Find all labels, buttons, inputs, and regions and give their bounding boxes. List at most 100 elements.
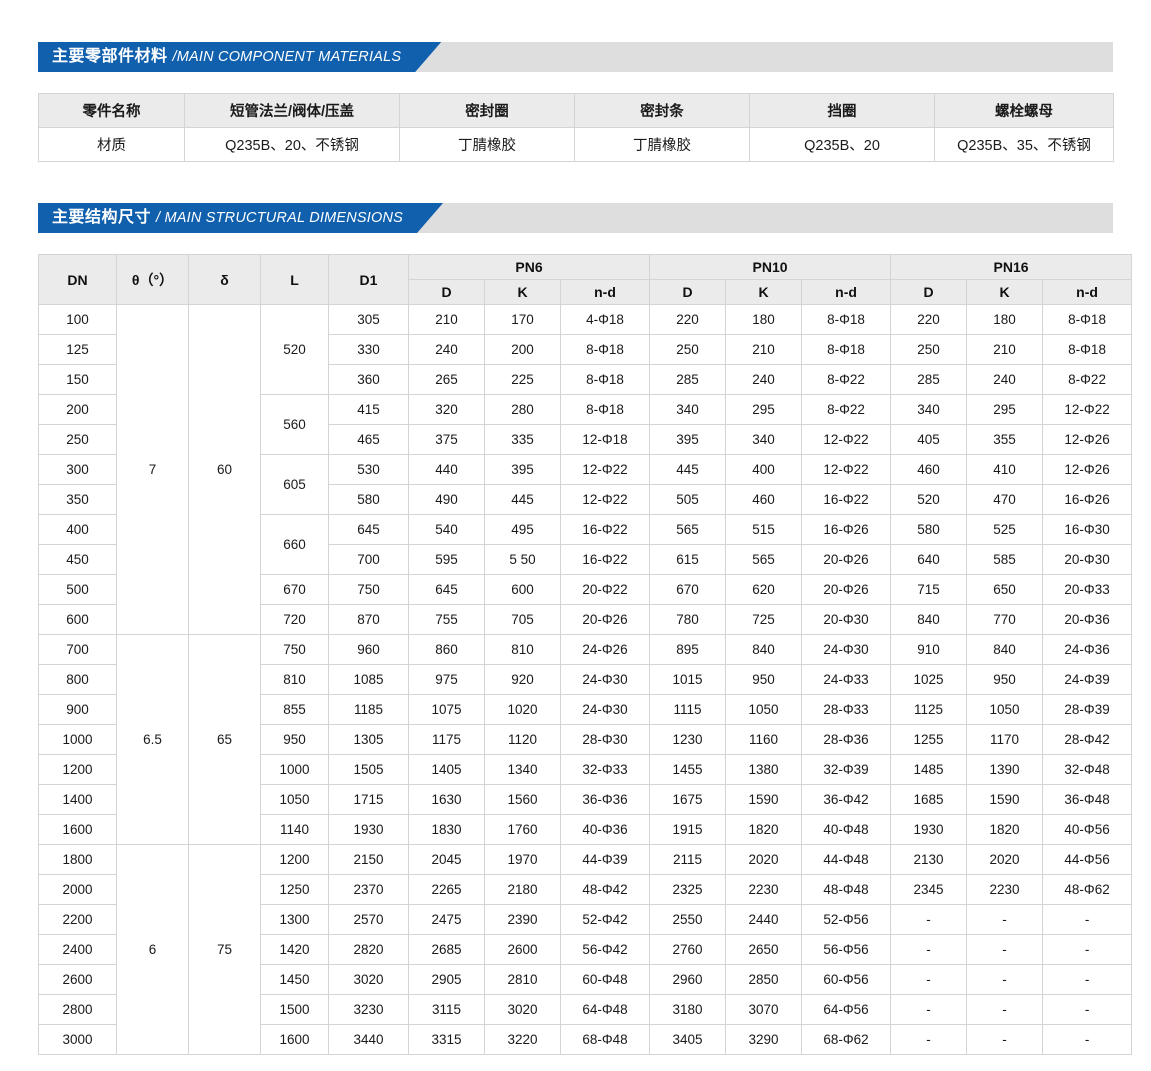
cell-pn10-nd: 24-Φ33: [801, 664, 892, 695]
cell-pn10-nd: 40-Φ48: [801, 814, 892, 845]
cell-pn16-nd: 12-Φ26: [1042, 424, 1133, 455]
col-header-dn: DN: [38, 254, 117, 305]
cell-theta: 6: [116, 844, 189, 1055]
cell-dn: 2600: [38, 964, 117, 995]
cell-pn10-d: 285: [649, 364, 727, 395]
cell-pn10-d: 395: [649, 424, 727, 455]
cell-d1: 330: [328, 334, 409, 365]
dimensions-table-body: 100 7 60 520 305 210 170 4-Φ18 220 180 8-Φ18 220 180…: [38, 304, 1133, 1055]
cell-dn: 500: [38, 574, 117, 605]
cell-pn10-k: 565: [725, 544, 803, 575]
cell-pn10-nd: 12-Φ22: [801, 424, 892, 455]
cell-pn10-d: 1230: [649, 724, 727, 755]
cell-pn10-d: 615: [649, 544, 727, 575]
dimensions-table-row: 400 660 645 540 495 16-Φ22 565 515 16-Φ26 580 525 1…: [38, 514, 1133, 575]
cell-pn6-nd: 16-Φ22: [559, 514, 651, 545]
cell-pn6-d: 240: [408, 334, 485, 365]
cell-pn16-k: 650: [966, 574, 1044, 605]
cell-pn16-k: -: [966, 934, 1044, 965]
cell-pn6-d: 2475: [408, 904, 485, 935]
dimensions-table-row: 2000 1250 2370 2265 2180 48-Φ42 2325 2230 48-Φ48…: [38, 874, 1133, 905]
cell-dn: 2200: [38, 904, 117, 935]
cell-d1: 3440: [328, 1024, 409, 1055]
cell-d1: 360: [328, 364, 409, 395]
cell-pn10-k: 2440: [725, 904, 803, 935]
cell-pn6-nd: 44-Φ39: [559, 844, 651, 875]
cell-pn6-d: 265: [408, 364, 485, 395]
dimensions-table-row: 1200 1000 1505 1405 1340 32-Φ33 1455 1380 32-Φ39…: [38, 754, 1133, 785]
cell-pn6-nd: 52-Φ42: [559, 904, 651, 935]
cell-pn16-nd: 16-Φ30: [1042, 514, 1133, 545]
cell-pn6-k: 335: [484, 424, 561, 455]
cell-pn6-k: 200: [484, 334, 561, 365]
cell-l: 1140: [260, 814, 329, 845]
dimensions-header-row-sub: D K n-d D K n-d D K n-d: [39, 279, 1133, 305]
cell-pn16-k: 1170: [966, 724, 1044, 755]
cell-pn6-k: 1020: [484, 694, 561, 725]
cell-l: 1300: [260, 904, 329, 935]
cell-pn10-nd: 20-Φ26: [801, 544, 892, 575]
cell-d1: 2820: [328, 934, 409, 965]
cell-pn6-d: 645: [408, 574, 485, 605]
col-header-pn10: PN10: [649, 254, 892, 280]
cell-pn16-d: 2345: [890, 874, 968, 905]
cell-l: 1000: [260, 754, 329, 785]
cell-pn16-d: 910: [890, 634, 968, 665]
cell-l: 1450: [260, 964, 329, 995]
cell-pn6-nd: 64-Φ48: [559, 994, 651, 1025]
cell-pn10-d: 2760: [649, 934, 727, 965]
cell-pn16-nd: 28-Φ39: [1042, 694, 1133, 725]
cell-pn16-k: 1590: [966, 784, 1044, 815]
cell-pn6-nd: 28-Φ30: [559, 724, 651, 755]
cell-delta: 60: [188, 304, 261, 635]
cell-pn10-k: 340: [725, 424, 803, 455]
cell-pn6-d: 975: [408, 664, 485, 695]
cell-pn6-d: 440: [408, 454, 485, 485]
cell-pn6-d: 540: [408, 514, 485, 545]
cell-pn10-k: 2850: [725, 964, 803, 995]
cell-pn10-d: 1015: [649, 664, 727, 695]
cell-pn6-nd: 60-Φ48: [559, 964, 651, 995]
cell-pn6-nd: 20-Φ22: [559, 574, 651, 605]
dimensions-table-row: 100 7 60 520 305 210 170 4-Φ18 220 180 8-Φ18 220 180…: [38, 304, 1133, 635]
materials-header-cell: 密封条: [574, 93, 750, 128]
cell-pn10-d: 1915: [649, 814, 727, 845]
cell-pn16-nd: 24-Φ36: [1042, 634, 1133, 665]
cell-pn6-nd: 68-Φ48: [559, 1024, 651, 1055]
cell-pn6-k: 3020: [484, 994, 561, 1025]
cell-pn10-nd: 56-Φ56: [801, 934, 892, 965]
cell-pn16-k: -: [966, 964, 1044, 995]
cell-pn10-d: 2960: [649, 964, 727, 995]
materials-header-cell: 挡圈: [749, 93, 935, 128]
col-header-pn10-nd: n-d: [801, 279, 892, 305]
dimensions-table-row: 900 855 1185 1075 1020 24-Φ30 1115 1050 28-Φ33 11…: [38, 694, 1133, 725]
cell-dn: 1200: [38, 754, 117, 785]
cell-pn6-d: 490: [408, 484, 485, 515]
cell-pn10-k: 1590: [725, 784, 803, 815]
cell-l: 520: [260, 304, 329, 395]
cell-pn10-nd: 8-Φ22: [801, 394, 892, 425]
cell-d1: 870: [328, 604, 409, 635]
cell-pn6-nd: 12-Φ22: [559, 484, 651, 515]
cell-dn: 200: [38, 394, 117, 425]
cell-pn16-d: 285: [890, 364, 968, 395]
cell-pn16-d: 2130: [890, 844, 968, 875]
cell-dn: 100: [38, 304, 117, 335]
cell-l: 670: [260, 574, 329, 605]
cell-pn16-d: 405: [890, 424, 968, 455]
dimensions-table-row: 700 6.5 65 750 960 860 810 24-Φ26 895 840 24-Φ30 91…: [38, 634, 1133, 845]
col-header-delta: δ: [188, 254, 261, 305]
cell-pn16-k: 2230: [966, 874, 1044, 905]
cell-pn6-nd: 32-Φ33: [559, 754, 651, 785]
cell-pn10-k: 210: [725, 334, 803, 365]
cell-theta: 7: [116, 304, 189, 635]
cell-pn10-nd: 16-Φ22: [801, 484, 892, 515]
cell-pn16-d: 840: [890, 604, 968, 635]
dimensions-table-row: 600 720 870 755 705 20-Φ26 780 725 20-Φ30 840 770 2…: [38, 604, 1133, 635]
cell-pn6-d: 595: [408, 544, 485, 575]
cell-pn10-d: 445: [649, 454, 727, 485]
cell-pn10-d: 1455: [649, 754, 727, 785]
cell-pn10-nd: 20-Φ26: [801, 574, 892, 605]
cell-pn16-nd: -: [1042, 964, 1133, 995]
cell-pn16-d: 1685: [890, 784, 968, 815]
